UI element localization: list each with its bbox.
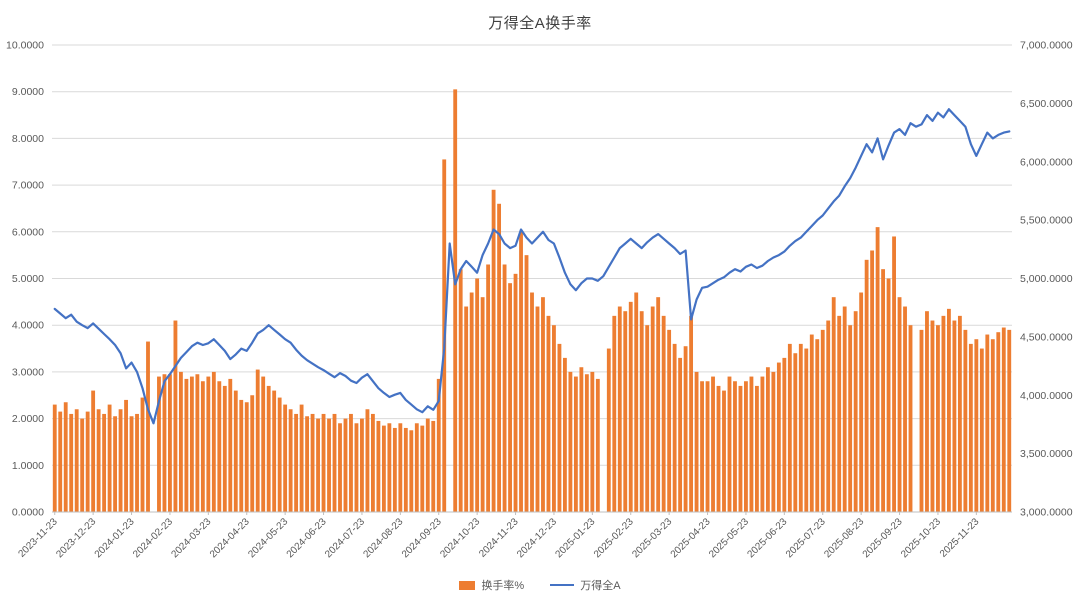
svg-text:2025-02-23: 2025-02-23 (592, 516, 636, 560)
svg-text:3,000.0000: 3,000.0000 (1020, 507, 1073, 519)
svg-text:6,500.0000: 6,500.0000 (1020, 98, 1073, 110)
svg-text:2024-06-23: 2024-06-23 (285, 516, 329, 560)
svg-text:5,000.0000: 5,000.0000 (1020, 273, 1073, 285)
svg-text:2024-09-23: 2024-09-23 (400, 516, 444, 560)
svg-text:5,500.0000: 5,500.0000 (1020, 215, 1073, 227)
svg-text:8.0000: 8.0000 (12, 133, 44, 145)
svg-text:2024-05-23: 2024-05-23 (246, 516, 290, 560)
index-line-swatch-icon (550, 583, 575, 587)
svg-text:2025-07-23: 2025-07-23 (784, 516, 828, 560)
svg-text:2024-08-23: 2024-08-23 (362, 516, 406, 560)
legend-label-index: 万得全A (580, 580, 621, 592)
svg-text:2023-11-23: 2023-11-23 (16, 516, 60, 560)
turnover-bars-series (52, 89, 1012, 513)
svg-text:4.0000: 4.0000 (12, 320, 44, 332)
svg-text:7,000.0000: 7,000.0000 (1020, 40, 1073, 52)
svg-text:3.0000: 3.0000 (12, 366, 44, 378)
svg-text:1.0000: 1.0000 (12, 460, 44, 472)
svg-text:6.0000: 6.0000 (12, 226, 44, 238)
svg-text:2025-10-23: 2025-10-23 (899, 516, 943, 560)
svg-text:2025-01-23: 2025-01-23 (554, 516, 598, 560)
svg-text:9.0000: 9.0000 (12, 86, 44, 98)
svg-text:2025-09-23: 2025-09-23 (861, 516, 905, 560)
svg-text:2025-11-23: 2025-11-23 (938, 516, 982, 560)
svg-text:2024-07-23: 2024-07-23 (323, 516, 367, 560)
turnover-bar-swatch-icon (459, 580, 476, 590)
index-line-series (53, 108, 1011, 425)
svg-text:4,000.0000: 4,000.0000 (1020, 390, 1073, 402)
svg-text:4,500.0000: 4,500.0000 (1020, 331, 1073, 343)
chart-title: 万得全A换手率 (488, 15, 592, 32)
svg-text:10.0000: 10.0000 (6, 40, 44, 52)
right-axis-labels: 7,000.0000 6,500.0000 6,000.0000 5,500.0000… (1020, 40, 1073, 519)
svg-text:2025-08-23: 2025-08-23 (822, 516, 866, 560)
svg-text:2023-12-23: 2023-12-23 (54, 516, 98, 560)
x-axis-labels: 2023-11-232023-12-232024-01-232024-02-23… (16, 512, 982, 560)
svg-text:7.0000: 7.0000 (12, 180, 44, 192)
chart-legend: 换手率% 万得全A (0, 577, 1080, 593)
svg-text:2024-04-23: 2024-04-23 (208, 516, 252, 560)
svg-text:3,500.0000: 3,500.0000 (1020, 448, 1073, 460)
svg-text:2024-03-23: 2024-03-23 (170, 516, 214, 560)
svg-text:2024-10-23: 2024-10-23 (438, 516, 482, 560)
svg-text:2024-01-23: 2024-01-23 (93, 516, 137, 560)
legend-label-turnover: 换手率% (481, 580, 525, 592)
svg-text:0.0000: 0.0000 (12, 507, 44, 519)
legend-item-index: 万得全A (550, 577, 621, 593)
svg-text:5.0000: 5.0000 (12, 273, 44, 285)
svg-text:2024-12-23: 2024-12-23 (515, 516, 559, 560)
svg-text:2024-02-23: 2024-02-23 (131, 516, 175, 560)
svg-text:2025-05-23: 2025-05-23 (707, 516, 751, 560)
svg-text:6,000.0000: 6,000.0000 (1020, 156, 1073, 168)
svg-text:2025-03-23: 2025-03-23 (630, 516, 674, 560)
left-axis-labels: 10.0000 9.0000 8.0000 7.0000 6.0000 5.0000 4.0… (6, 40, 44, 519)
legend-item-turnover: 换手率% (459, 577, 524, 593)
svg-text:2025-06-23: 2025-06-23 (746, 516, 790, 560)
svg-text:2024-11-23: 2024-11-23 (477, 516, 521, 560)
svg-text:2025-04-23: 2025-04-23 (669, 516, 713, 560)
svg-text:2.0000: 2.0000 (12, 413, 44, 425)
